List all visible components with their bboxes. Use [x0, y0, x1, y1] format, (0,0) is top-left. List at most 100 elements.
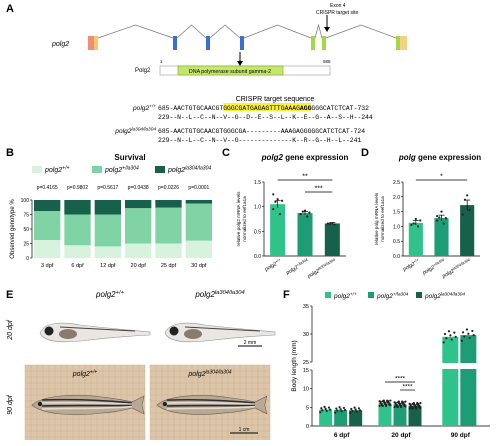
bar-b-segment [185, 203, 212, 241]
data-point [326, 222, 330, 225]
larva-body [39, 322, 151, 343]
tick-label-f: 0 [306, 424, 309, 430]
bar-b-segment [94, 200, 121, 215]
pvalue-b: p=0.0438 [128, 185, 149, 191]
larva-eye [44, 326, 54, 336]
legend-f-label: polg2+/la304 [376, 292, 409, 300]
larva-gut [184, 329, 202, 339]
data-point [436, 214, 439, 218]
panel-a-letter: A [6, 3, 14, 15]
tick-label-y: 0.0 [254, 254, 261, 260]
data-point [442, 222, 445, 225]
protein-start: 1 [160, 59, 163, 64]
data-point [272, 193, 275, 196]
data-point-f [471, 329, 474, 333]
bar [297, 213, 313, 256]
data-point-f [399, 405, 403, 409]
bar-b-segment [185, 240, 212, 258]
data-point [419, 219, 422, 222]
data-point [444, 217, 447, 220]
exon-box [400, 36, 407, 50]
panel-f-letter: F [283, 289, 290, 301]
data-point [276, 198, 279, 201]
e-mut-label-top: polg2la304/la304 [194, 290, 244, 299]
data-point [463, 198, 467, 201]
exon4-note: Exon 4 [330, 3, 346, 9]
bar [324, 223, 340, 256]
data-point-f [453, 331, 456, 334]
e-mut-label-bottom: polg2la304/la304 [187, 370, 231, 378]
data-point-f [409, 404, 412, 407]
axis-ylabel: relative polg mRNA levelsnormalized to e… [374, 192, 385, 245]
exon-box [94, 36, 98, 50]
xtick-f: 90 dpf [451, 432, 471, 439]
data-point-f [321, 409, 324, 412]
xtick-b: 30 dpf [191, 263, 207, 269]
larva-mut [164, 322, 276, 343]
adult-stripe [166, 405, 256, 410]
tick-label-f: 30 [303, 332, 309, 338]
tick-label-y: 1.5 [254, 180, 261, 186]
crispr-title: CRISPR target sequence [236, 96, 315, 103]
data-point [410, 223, 413, 227]
mut-dna-seq: 685-AACTGTGCAACGTGGGCGA---------AAAGAGGG… [158, 128, 365, 135]
scale-label-bottom: 1 cm [239, 427, 250, 433]
xtick-f: 6 dpf [334, 432, 350, 439]
pam-highlight [300, 103, 312, 111]
adult-stripe [41, 404, 133, 407]
xtick-f: 20 dpf [391, 432, 411, 439]
legend-f-swatch [368, 292, 374, 298]
scale-label-top: 2 mm [244, 340, 257, 346]
tick-label-f: 25 [303, 360, 309, 366]
bar-b-segment [94, 246, 121, 258]
adult-wt [31, 394, 145, 416]
adult-stripe [41, 401, 133, 405]
bar-b-segment [34, 200, 61, 212]
data-point-f [449, 334, 452, 337]
data-point [272, 208, 275, 211]
bar-f [393, 404, 407, 426]
data-point [436, 219, 439, 222]
data-point-f [410, 406, 413, 409]
adult-eye [37, 401, 43, 407]
legend-f-swatch [325, 292, 331, 298]
xtick-b: 20 dpf [131, 263, 147, 269]
legend-f-swatch [416, 292, 422, 298]
data-point-f [403, 404, 406, 407]
data-point-f [419, 402, 422, 405]
tick-label-f: 10 [303, 387, 309, 393]
bar-b-segment [34, 240, 61, 258]
data-point-f [442, 341, 445, 344]
data-point-f [340, 410, 343, 413]
data-point-f [443, 332, 447, 336]
data-point-f [395, 405, 398, 408]
pvalue-b: p=0.0226 [158, 185, 179, 191]
bar-b-segment [125, 208, 152, 244]
exon-box [88, 36, 94, 50]
data-point-f [416, 403, 419, 406]
data-point-f [349, 411, 352, 415]
data-point-f [325, 409, 328, 413]
wt-genotype-label: polg2+/+ [132, 104, 156, 112]
larva-pigment [184, 326, 261, 332]
data-point [299, 212, 302, 216]
panel-b-letter: B [6, 147, 14, 159]
crispr-site-note: CRISPR target site [316, 10, 358, 16]
data-point [301, 210, 304, 213]
tick-label-b: 0 [26, 256, 29, 262]
tick-label-y: 0.5 [393, 239, 400, 245]
mut-protein-seq: 229--N--L--C--N--V--G--------------K--R-… [158, 137, 361, 144]
data-point-f [327, 406, 331, 409]
data-point-f [342, 406, 346, 410]
protein-label: Polg2 [135, 68, 151, 74]
panel-c-letter: C [222, 147, 230, 159]
xtick-b: 6 dpf [71, 263, 84, 269]
panel-d-letter: D [361, 147, 369, 159]
tick-label-y: 0.5 [254, 229, 261, 235]
protein-end: 588 [323, 59, 331, 64]
tick-label-f: 35 [303, 304, 309, 310]
adult-stripe [41, 398, 133, 404]
bar [434, 218, 449, 256]
data-point-f [378, 404, 381, 408]
bar-f [334, 409, 348, 426]
